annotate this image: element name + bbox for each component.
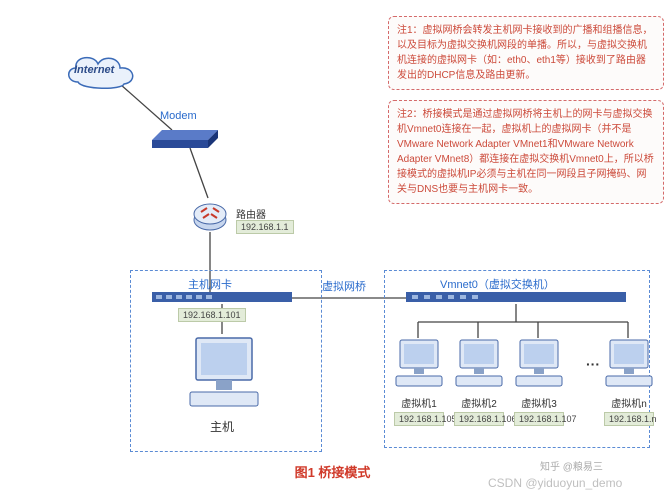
vmnet-title: Vmnet0（虚拟交换机） xyxy=(440,276,555,292)
host-switch-icon xyxy=(152,292,292,304)
vm-name: 虚拟机1 xyxy=(394,395,444,410)
watermark-csdn: CSDN @yiduoyun_demo xyxy=(488,476,622,490)
vm-node: 虚拟机n 192.168.1.n xyxy=(604,338,654,426)
note-2: 注2：桥接模式是通过虚拟网桥将主机上的网卡与虚拟交换机Vmnet0连接在一起，虚… xyxy=(388,100,664,204)
note-1: 注1：虚拟网桥会转发主机网卡接收到的广播和组播信息，以及目标为虚拟交换机网段的单… xyxy=(388,16,664,90)
ellipsis: ··· xyxy=(586,356,600,372)
vm-node: 虚拟机3 192.168.1.107 xyxy=(514,338,564,426)
vm-ip: 192.168.1.106 xyxy=(454,412,504,426)
router-ip: 192.168.1.1 xyxy=(236,220,294,234)
vm-name: 虚拟机2 xyxy=(454,395,504,410)
modem-icon xyxy=(150,128,220,152)
vmnet-switch-icon xyxy=(406,292,626,304)
vbridge-label: 虚拟网桥 xyxy=(322,278,366,294)
host-pc-icon xyxy=(188,334,260,412)
vm-pc-icon xyxy=(454,338,504,390)
router-label: 路由器 xyxy=(236,206,266,221)
vm-name: 虚拟机3 xyxy=(514,395,564,410)
modem-label: Modem xyxy=(160,110,197,122)
watermark-zhihu: 知乎 @粮易三 xyxy=(540,458,603,473)
vm-pc-icon xyxy=(514,338,564,390)
internet-label: Internet xyxy=(74,64,114,76)
vm-node: 虚拟机1 192.168.1.105 xyxy=(394,338,444,426)
vm-node: 虚拟机2 192.168.1.106 xyxy=(454,338,504,426)
vm-pc-icon xyxy=(604,338,654,390)
vm-ip: 192.168.1.107 xyxy=(514,412,564,426)
host-label: 主机 xyxy=(210,418,234,435)
vm-ip: 192.168.1.n xyxy=(604,412,654,426)
router-icon xyxy=(193,198,227,232)
host-ip: 192.168.1.101 xyxy=(178,308,246,322)
host-nic-label: 主机网卡 xyxy=(188,276,232,292)
vm-ip: 192.168.1.105 xyxy=(394,412,444,426)
vm-pc-icon xyxy=(394,338,444,390)
vm-name: 虚拟机n xyxy=(604,395,654,410)
